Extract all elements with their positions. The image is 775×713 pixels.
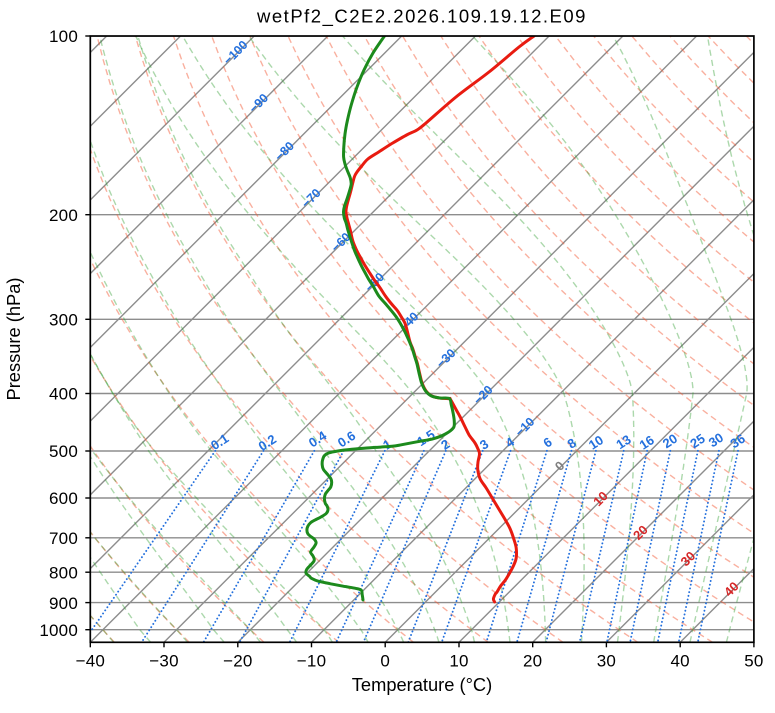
svg-text:30: 30	[597, 652, 616, 671]
svg-text:Pressure (hPa): Pressure (hPa)	[3, 278, 24, 401]
svg-text:600: 600	[49, 489, 78, 508]
svg-text:10: 10	[449, 652, 468, 671]
svg-text:0: 0	[380, 652, 390, 671]
svg-text:300: 300	[49, 311, 78, 330]
svg-text:Temperature (°C): Temperature (°C)	[352, 674, 492, 695]
svg-text:1000: 1000	[39, 621, 78, 640]
svg-text:50: 50	[744, 652, 763, 671]
svg-text:10: 10	[586, 432, 606, 452]
svg-text:800: 800	[49, 563, 78, 582]
svg-text:20: 20	[523, 652, 542, 671]
svg-text:900: 900	[49, 594, 78, 613]
svg-text:16: 16	[637, 432, 657, 452]
svg-text:wetPf2_C2E2.2026.109.19.12.E09: wetPf2_C2E2.2026.109.19.12.E09	[256, 6, 587, 28]
svg-text:−30: −30	[149, 652, 178, 671]
svg-text:200: 200	[49, 206, 78, 225]
svg-text:400: 400	[49, 385, 78, 404]
svg-text:−10: −10	[297, 652, 326, 671]
svg-text:−20: −20	[223, 652, 252, 671]
svg-text:−40: −40	[76, 652, 105, 671]
svg-text:30: 30	[706, 430, 726, 450]
svg-text:100: 100	[49, 27, 78, 46]
svg-text:700: 700	[49, 529, 78, 548]
svg-text:13: 13	[613, 432, 633, 452]
svg-text:500: 500	[49, 442, 78, 461]
svg-text:36: 36	[727, 431, 747, 451]
svg-text:25: 25	[687, 431, 707, 451]
svg-text:20: 20	[660, 431, 680, 451]
svg-text:40: 40	[671, 652, 690, 671]
